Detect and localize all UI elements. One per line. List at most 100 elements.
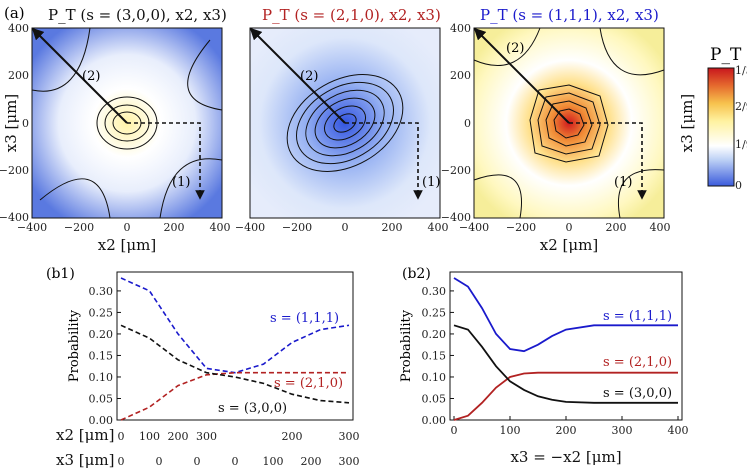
tick: 400 [8,22,29,35]
ytick-label: 0.30 [422,285,447,298]
x3-tick-label: 300 [339,455,360,468]
x2-tick-label: 200 [168,430,189,443]
colorbar-tick: 1/3 [735,64,747,77]
hm3-yticks: 400 200 0 −200 −400 [441,22,471,224]
ytick-label: 0.25 [89,306,114,319]
colorbar-scale [707,67,735,187]
series-label: s = (2,1,0) [603,355,672,370]
hm2-xticks: −400 −200 0 200 400 [235,221,449,234]
chart-b1: (b1) Probability 0.00 0.05 0.10 0.15 0.20 0.2… [46,266,360,469]
path-label-2: (2) [300,69,318,84]
path-label-2: (2) [82,69,100,84]
panel-label-b1: (b1) [46,266,75,282]
tick: 400 [210,221,231,234]
heatmap-title-1: P_T (s = (3,0,0), x2, x3) [48,6,227,24]
contours-3 [473,27,665,219]
x2-tick-label: 300 [339,430,360,443]
ytick-label: 0.15 [89,349,114,362]
xtick-label: 0 [451,424,458,437]
path-arrow-2 [473,27,570,124]
series-label: s = (1,1,1) [270,311,339,326]
hm3-xticks: −400 −200 0 200 400 [459,221,671,234]
path-arrow-1 [127,122,205,200]
tick: −200 [441,164,471,177]
contours-1 [31,27,223,219]
colorbar: P_T 1/3 2/9 1/9 0 [707,45,747,192]
path-arrow-1 [569,122,647,200]
path-label-1: (1) [172,175,190,190]
ytick-label: 0.30 [89,285,114,298]
hm1-xlabel: x2 [μm] [98,236,156,254]
x2-tick-label: 300 [196,430,217,443]
series-b2 [453,277,678,421]
path-label-2: (2) [506,41,524,56]
x3-tick-label: 100 [263,455,284,468]
xtick-label: 400 [668,424,689,437]
x2-tick-label: 100 [139,430,160,443]
colorbar-tick: 0 [735,179,742,192]
tick: 200 [164,221,185,234]
yticks-b2: 0.00 0.05 0.10 0.15 0.20 0.25 0.30 [422,285,454,427]
series-line [120,371,349,421]
contours-2 [286,74,404,172]
tick: 0 [342,221,349,234]
hm3-xlabel: x2 [μm] [540,236,598,254]
xticks-b2: 0 100 200 300 400 [451,416,689,437]
path-arrow-2 [249,27,346,124]
series-label: s = (3,0,0) [218,401,287,416]
ytick-label: 0.00 [89,414,114,427]
series-line [453,324,678,404]
heatmap-title-2: P_T (s = (2,1,0), x2, x3) [262,6,441,24]
panel-label-a: (a) [4,4,25,22]
series-label: s = (2,1,0) [274,376,343,391]
hm3-ylabel: x3 [μm] [678,94,696,152]
xtick-label: 100 [500,424,521,437]
series-label: s = (1,1,1) [603,309,672,324]
tick: 400 [450,22,471,35]
x3-tick-label: 0 [232,455,239,468]
colorbar-label: P_T [710,45,742,65]
heatmap-panel-1: P_T (s = (3,0,0), x2, x3) (2) (1) −400 −… [0,6,231,254]
path-arrow-2 [31,27,128,124]
tick: −400 [235,221,265,234]
series-labels-b2: s = (1,1,1) s = (2,1,0) s = (3,0,0) [603,309,672,401]
tick: −400 [459,221,489,234]
tick: 0 [464,117,471,130]
xrow-label-x2: x2 [μm] [56,426,114,444]
chart-b2: (b2) Probability 0.00 0.05 0.10 0.15 0.20 0.2… [399,266,689,466]
path-label-1: (1) [422,175,440,190]
ytick-label: 0.20 [422,328,447,341]
tick: 200 [606,221,627,234]
series-line [120,324,350,404]
ytick-label: 0.05 [89,392,114,405]
hm1-ylabel: x3 [μm] [2,94,20,152]
tick: 200 [8,69,29,82]
x3-tick-label: 200 [301,455,322,468]
path-label-1: (1) [614,175,632,190]
heatmap-title-3: P_T (s = (1,1,1), x2, x3) [480,6,659,24]
tick: 0 [566,221,573,234]
ytick-label: 0.25 [422,306,447,319]
heatmap-panel-2: P_T (s = (2,1,0), x2, x3) (2) (1) −400 −… [235,6,449,234]
series-b1 [120,277,350,421]
ytick-label: 0.10 [89,371,114,384]
x2-tick-label: 0 [118,430,125,443]
yticks-b1: 0.00 0.05 0.10 0.15 0.20 0.25 0.30 [89,285,121,427]
hm1-xticks: −400 −200 0 200 400 [17,221,231,234]
ylabel-b2: Probability [399,309,414,382]
x3-tick-label: 0 [156,455,163,468]
panel-label-b2: (b2) [402,266,431,282]
ytick-label: 0.00 [422,414,447,427]
series-line [453,371,678,421]
tick: −400 [0,211,29,224]
tick: −400 [17,221,47,234]
tick: 200 [382,221,403,234]
colorbar-tick: 2/9 [735,100,747,113]
x3-tick-label: 0 [194,455,201,468]
tick: 0 [22,117,29,130]
path-arrow-1 [345,122,423,200]
tick: −200 [506,221,536,234]
tick: 200 [450,69,471,82]
series-line [453,277,678,353]
